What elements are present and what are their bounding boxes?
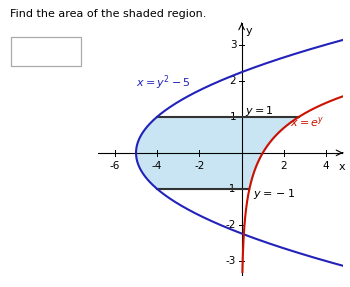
Text: $y = 1$: $y = 1$	[245, 104, 273, 118]
Text: $x = y^2 - 5$: $x = y^2 - 5$	[136, 73, 190, 92]
Text: -2: -2	[226, 220, 236, 230]
Text: -4: -4	[152, 161, 162, 171]
Text: -3: -3	[226, 256, 236, 266]
Text: x: x	[339, 162, 345, 172]
Text: 3: 3	[230, 40, 236, 50]
Text: -1: -1	[226, 184, 236, 194]
Text: 1: 1	[230, 112, 236, 122]
Text: $x = e^y$: $x = e^y$	[290, 115, 325, 129]
Text: $y = -1$: $y = -1$	[253, 187, 295, 201]
Text: -2: -2	[194, 161, 204, 171]
Text: -6: -6	[110, 161, 120, 171]
Text: 2: 2	[281, 161, 287, 171]
Text: 2: 2	[230, 76, 236, 86]
Text: Find the area of the shaded region.: Find the area of the shaded region.	[10, 9, 207, 19]
Text: 4: 4	[323, 161, 329, 171]
Text: y: y	[245, 26, 252, 36]
